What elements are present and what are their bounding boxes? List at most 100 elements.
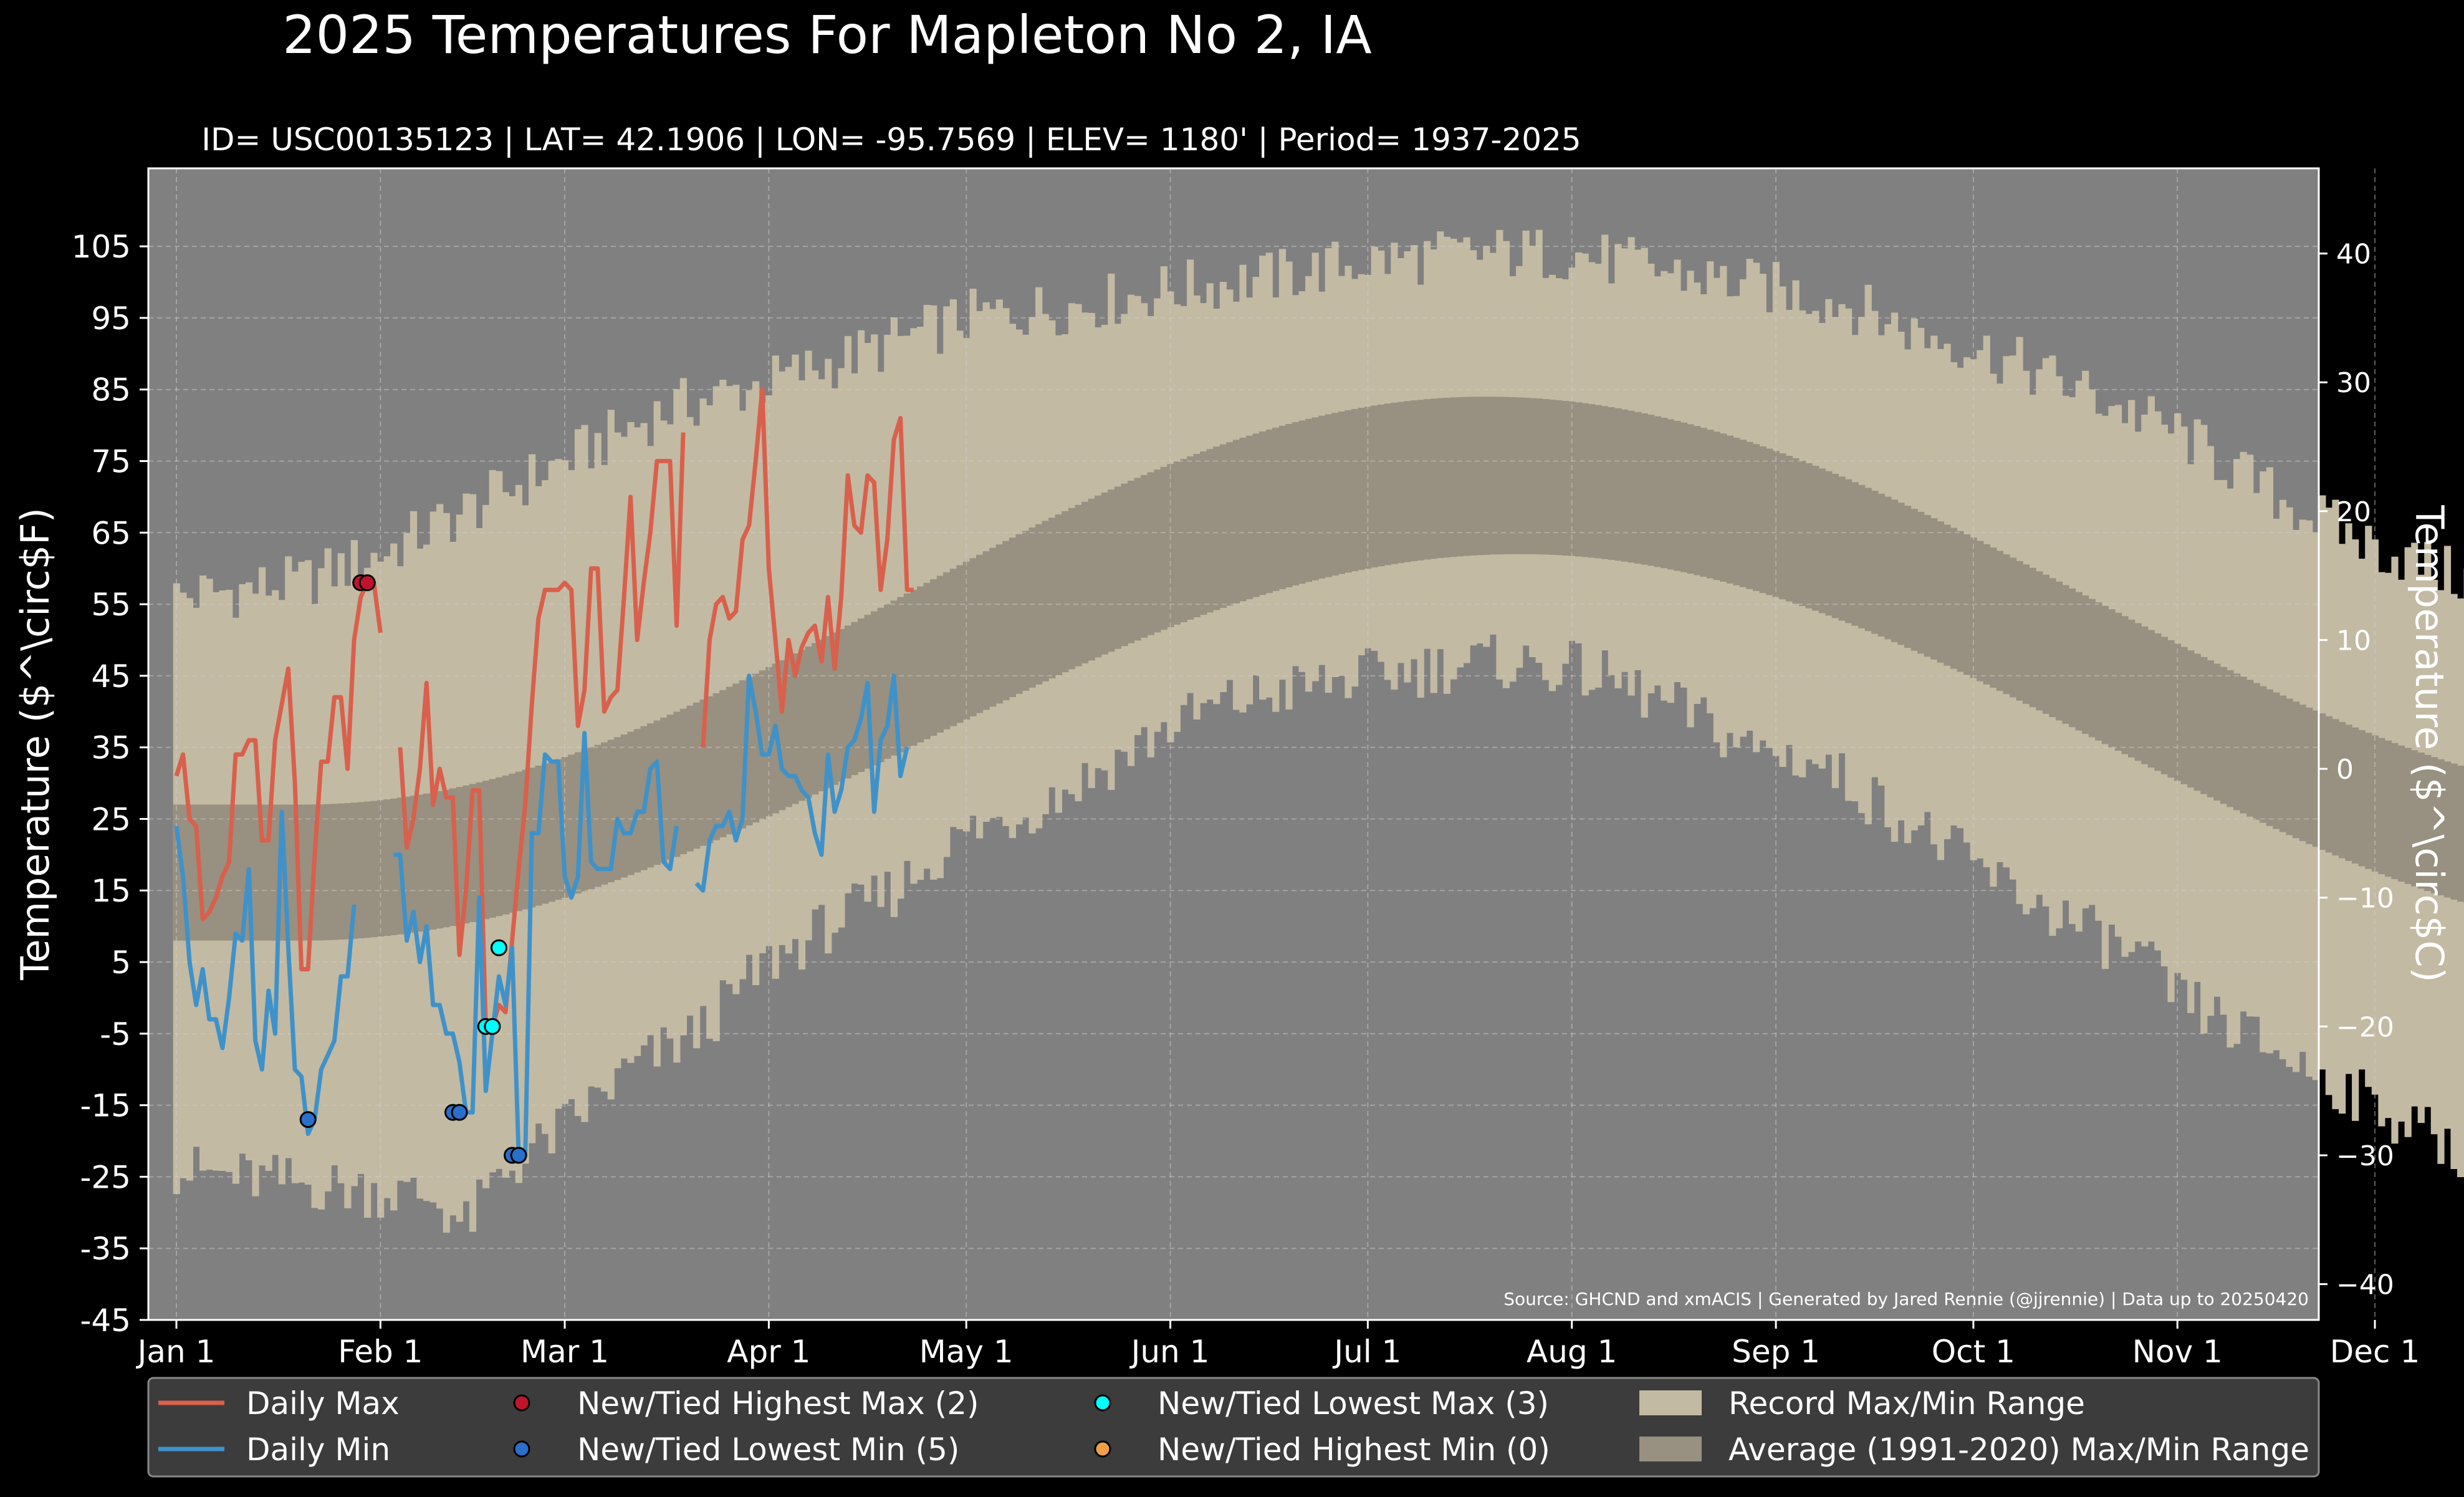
average-range-bar — [765, 667, 773, 817]
average-range-bar — [739, 680, 747, 829]
record-markers — [299, 574, 527, 1164]
x-tick-label: Dec 1 — [2330, 1334, 2420, 1370]
average-range-bar — [1193, 454, 1201, 617]
average-range-bar — [522, 769, 529, 910]
average-range-bar — [2180, 647, 2188, 784]
average-range-bar — [1588, 404, 1596, 558]
average-range-bar — [2352, 727, 2359, 864]
average-range-bar — [989, 547, 997, 707]
average-range-bar — [2160, 637, 2168, 774]
average-range-bar — [1963, 534, 1971, 675]
average-range-bar — [1219, 444, 1227, 608]
average-range-bar — [601, 742, 608, 885]
average-range-bar — [1187, 456, 1194, 620]
average-range-bar — [1384, 403, 1391, 566]
average-range-bar — [1114, 486, 1121, 649]
average-range-bar — [1535, 398, 1543, 555]
average-range-bar — [693, 702, 701, 849]
average-range-bar — [2075, 592, 2083, 731]
average-range-bar — [679, 708, 687, 854]
average-range-bar — [1404, 401, 1411, 562]
average-range-bar — [206, 804, 213, 941]
average-range-bar — [1147, 472, 1154, 635]
average-range-bar — [2371, 735, 2379, 872]
legend-label: Daily Max — [246, 1385, 400, 1422]
y-tick-label-right: 30 — [2336, 367, 2371, 399]
average-range-bar — [1977, 541, 1984, 681]
average-range-bar — [923, 582, 931, 739]
average-range-bar — [2457, 766, 2464, 902]
average-range-bar — [1838, 476, 1846, 621]
average-range-bar — [1246, 435, 1254, 599]
average-range-bar — [1641, 413, 1648, 565]
y-axis-left: 105 95 85 75 65 55 45 35 25 15 5 -5 -15 -25 -35 -45 — [72, 229, 148, 1339]
average-range-bar — [1450, 397, 1457, 557]
average-range-bar — [1555, 400, 1563, 556]
average-range-bar — [555, 759, 562, 900]
average-range-bar — [785, 657, 792, 807]
y-tick-label-left: -35 — [80, 1231, 131, 1267]
average-range-bar — [976, 554, 984, 713]
average-range-bar — [423, 793, 431, 931]
average-range-bar — [1437, 398, 1444, 559]
average-range-bar — [1667, 419, 1674, 570]
average-range-bar — [633, 729, 641, 873]
y-tick-label-right: 40 — [2336, 239, 2371, 271]
average-range-bar — [779, 660, 786, 811]
average-range-bar — [831, 632, 838, 785]
new-lowest-min-marker — [451, 1104, 468, 1121]
average-range-bar — [383, 799, 391, 936]
average-range-bar — [403, 796, 411, 934]
average-range-bar — [2193, 653, 2201, 791]
x-tick-label: May 1 — [919, 1334, 1014, 1370]
average-range-bar — [871, 611, 878, 766]
average-range-bar — [1904, 506, 1912, 648]
average-range-bar — [1226, 442, 1234, 606]
average-range-bar — [1548, 399, 1556, 555]
average-range-bar — [377, 800, 385, 937]
average-range-bar — [542, 763, 549, 904]
average-range-bar — [1845, 479, 1853, 623]
average-range-bar — [265, 804, 272, 941]
average-range-bar — [1305, 418, 1313, 582]
average-range-bar — [2095, 602, 2102, 741]
average-range-bar — [410, 796, 418, 933]
average-range-bar — [515, 771, 522, 912]
average-range-bar — [1779, 453, 1786, 600]
average-range-bar — [2266, 689, 2273, 826]
record-range-bar — [779, 371, 786, 945]
average-range-bar — [173, 804, 180, 941]
average-range-bar — [2325, 716, 2332, 853]
new-lowest-min-marker — [510, 1147, 527, 1164]
average-range-bar — [291, 804, 299, 941]
average-range-bar — [1877, 493, 1885, 637]
average-range-bar — [2108, 609, 2116, 748]
x-tick-label: Mar 1 — [520, 1334, 609, 1370]
average-range-bar — [1608, 407, 1615, 560]
average-range-bar — [1213, 446, 1220, 610]
average-range-bar — [390, 798, 398, 935]
average-range-bar — [1265, 430, 1273, 594]
average-range-bar — [1621, 409, 1629, 562]
y-tick-label-left: 75 — [91, 443, 131, 479]
average-range-bar — [1996, 551, 2003, 691]
average-range-bar — [673, 711, 681, 857]
average-range-bar — [285, 804, 292, 941]
x-tick-label: Oct 1 — [1932, 1334, 2015, 1370]
record-range-bar — [792, 354, 799, 940]
average-range-bar — [936, 575, 944, 733]
average-range-bar — [2227, 670, 2234, 807]
average-range-bar — [2141, 626, 2149, 764]
average-range-bar — [2319, 713, 2326, 850]
average-range-bar — [2358, 730, 2366, 867]
average-range-bar — [1957, 531, 1964, 672]
average-range-bar — [897, 597, 904, 753]
average-range-bar — [1542, 399, 1550, 555]
average-range-bar — [1746, 441, 1753, 589]
average-range-bar — [666, 715, 674, 860]
average-range-bar — [1022, 531, 1030, 691]
average-range-bar — [2332, 719, 2339, 855]
average-range-bar — [364, 801, 372, 938]
average-range-bar — [995, 544, 1003, 704]
y-axis-label-left: Temperature ($^\circ$F) — [12, 508, 58, 981]
